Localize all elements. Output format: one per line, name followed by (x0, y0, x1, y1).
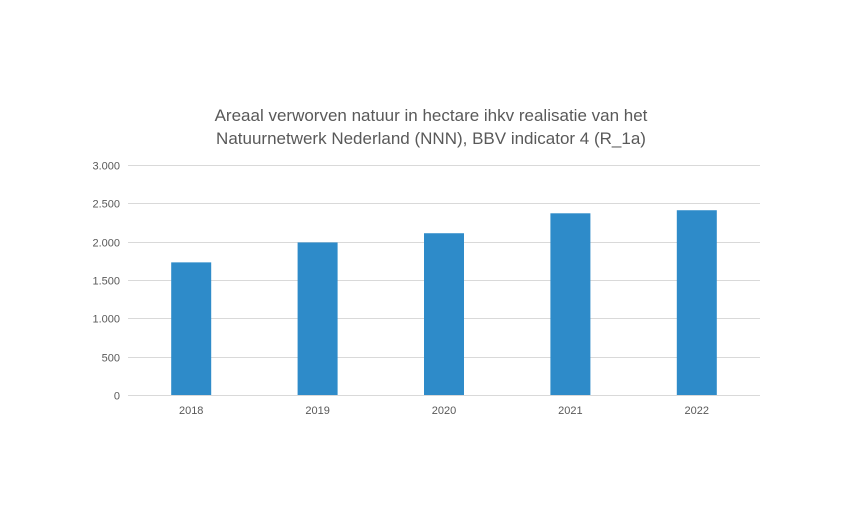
y-tick-label: 1.000 (92, 314, 120, 326)
x-tick-label: 2019 (305, 405, 329, 417)
grid-layer (128, 165, 760, 396)
y-tick-label: 3.000 (92, 161, 120, 173)
x-tick-label: 2021 (558, 405, 582, 417)
x-axis-tick-labels: 2018 2019 2020 2021 2022 (179, 405, 709, 417)
chart-title: Areaal verworven natuur in hectare ihkv … (0, 104, 862, 150)
x-tick-label: 2022 (685, 405, 709, 417)
y-tick-label: 500 (102, 353, 120, 365)
bar-2019 (297, 242, 338, 395)
bar-2020 (424, 233, 464, 395)
y-tick-label: 1.500 (92, 276, 120, 288)
bar-2021 (550, 213, 591, 395)
y-tick-label: 2.000 (92, 238, 120, 250)
bars (171, 210, 717, 395)
y-tick-label: 2.500 (92, 199, 120, 211)
bar-2022 (676, 210, 717, 395)
chart-title-line-2: Natuurnetwerk Nederland (NNN), BBV indic… (216, 129, 646, 148)
bar-2018 (171, 262, 212, 395)
chart-title-line-1: Areaal verworven natuur in hectare ihkv … (214, 106, 648, 125)
y-tick-label: 0 (114, 391, 120, 403)
y-axis-tick-labels: 0 500 1.000 1.500 2.000 2.500 3.000 (92, 161, 120, 403)
x-tick-label: 2018 (179, 405, 203, 417)
x-tick-label: 2020 (432, 405, 456, 417)
